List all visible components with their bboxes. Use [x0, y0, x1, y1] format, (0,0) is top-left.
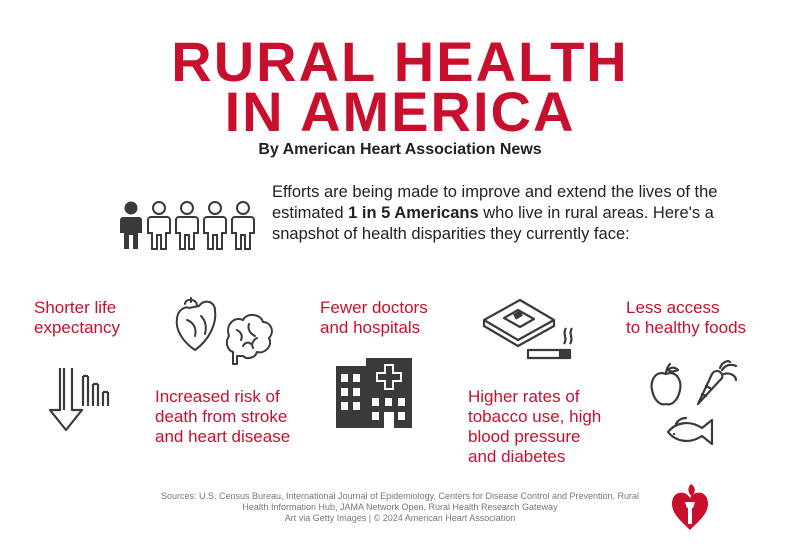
- hospital-building-icon: [336, 358, 412, 428]
- sources-line: Sources: U.S. Census Bureau, Internation…: [160, 491, 640, 501]
- sources-footer: Sources: U.S. Census Bureau, Internation…: [0, 491, 800, 524]
- disparity-line: tobacco use, high: [468, 407, 602, 426]
- intro-emphasis: 1 in 5 Americans: [348, 204, 479, 222]
- disparity-line: and heart disease: [155, 427, 291, 446]
- disparity-life-expectancy-label: Shorter life expectancy: [34, 298, 120, 338]
- page-title-line1: RURAL HEALTH: [171, 30, 629, 93]
- heart-torch-logo-icon: [672, 484, 708, 530]
- disparity-doctors-label: Fewer doctors and hospitals: [320, 298, 428, 338]
- disparity-line: blood pressure: [468, 427, 581, 446]
- intro-text-after: who live in rural areas. Here's a snapsh…: [272, 204, 714, 243]
- disparity-line: Increased risk of: [155, 387, 280, 406]
- disparity-line: and hospitals: [320, 318, 421, 337]
- down-arrow-bar-chart-icon: [48, 368, 110, 432]
- disparity-line: Fewer doctors: [320, 298, 428, 317]
- disparity-foods-label: Less access to healthy foods: [626, 298, 746, 338]
- disparity-line: Less access: [626, 298, 720, 317]
- disparity-tobacco-label: Higher rates of tobacco use, high blood …: [468, 387, 601, 467]
- disparity-line: Shorter life: [34, 298, 117, 317]
- apple-icon: [650, 362, 682, 406]
- disparity-line: death from stroke: [155, 407, 288, 426]
- intro-paragraph: Efforts are being made to improve and ex…: [272, 182, 742, 245]
- disparity-line: and diabetes: [468, 447, 566, 466]
- heart-brain-icon: [175, 297, 273, 365]
- glucose-meter-cigarette-icon: [482, 298, 573, 360]
- carrot-icon: [696, 360, 738, 406]
- fish-icon: [666, 416, 714, 446]
- page-title-line2: IN AMERICA: [224, 80, 576, 143]
- disparity-stroke-heart-label: Increased risk of death from stroke and …: [155, 387, 290, 447]
- disparity-line: Higher rates of: [468, 387, 580, 406]
- apple-carrot-fish-icon: [650, 360, 738, 446]
- byline: By American Heart Association News: [258, 141, 542, 158]
- credit-line: Art via Getty Images | © 2024 American H…: [284, 513, 516, 523]
- person-filled: [120, 201, 142, 249]
- disparity-line: expectancy: [34, 318, 120, 337]
- people-icon: [120, 201, 255, 250]
- intro-text-before: Efforts are being made to improve and ex…: [272, 183, 718, 222]
- disparity-line: to healthy foods: [626, 318, 747, 337]
- sources-line: Health Information Hub, JAMA Network Ope…: [242, 502, 558, 512]
